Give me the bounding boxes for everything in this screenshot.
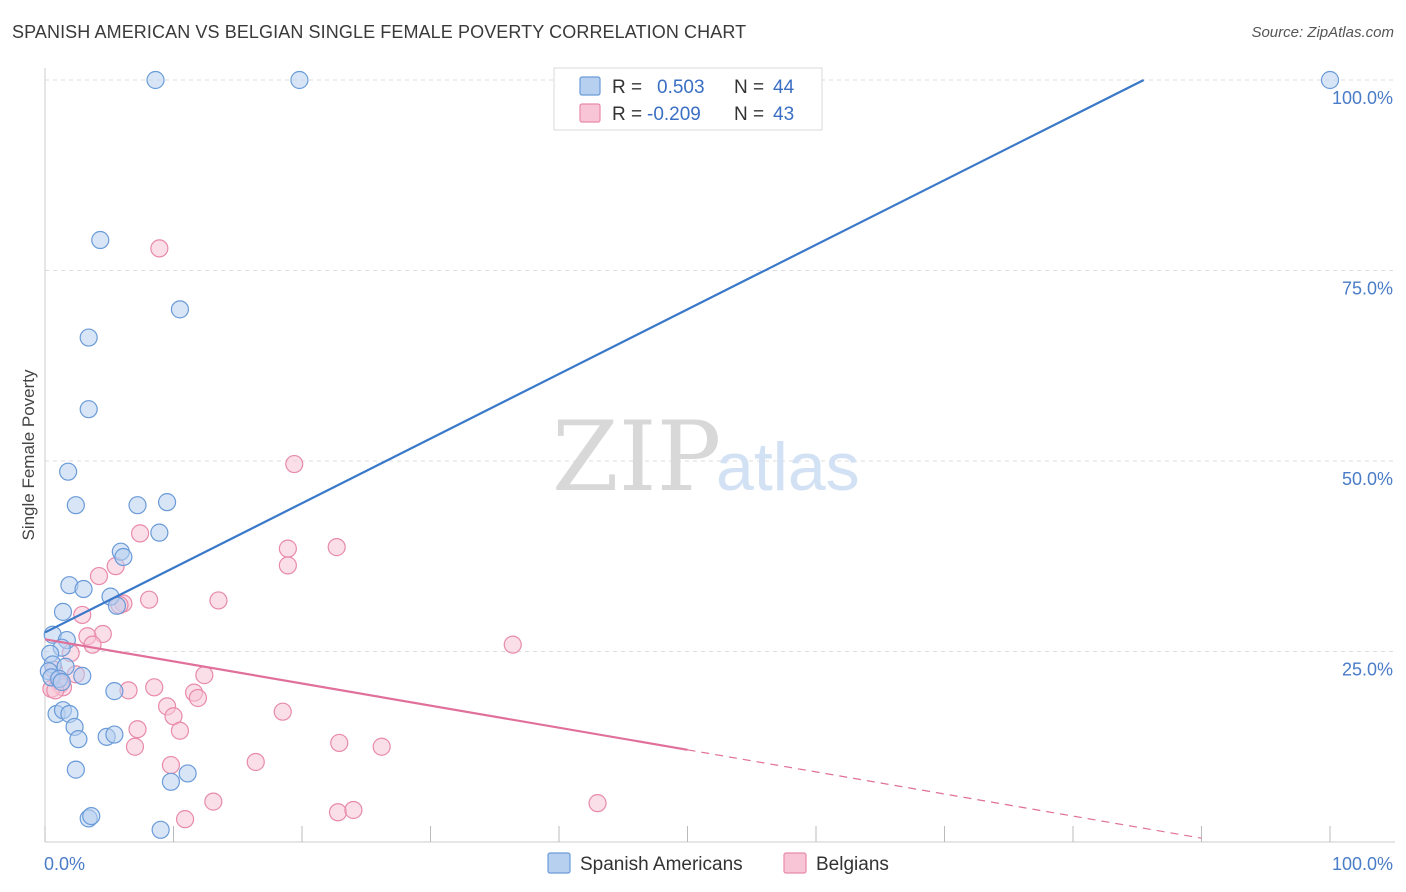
spanish-americans-point-8 (66, 496, 85, 515)
watermark-atlas: atlas (716, 429, 860, 505)
series-spanish-americans-points (39, 70, 1340, 839)
belgians-point-38 (246, 752, 265, 772)
y-tick-label-0: 25.0% (1342, 660, 1393, 680)
belgians-point-2 (130, 524, 150, 543)
trend-lines (44, 79, 1202, 839)
spanish-americans-point-2 (1320, 70, 1340, 90)
belgians-point-40 (204, 792, 223, 811)
belgians-point-3 (327, 538, 346, 557)
belgians-point-15 (83, 635, 102, 654)
trend-line-belgians-extrapolated (687, 749, 1202, 839)
belgians-point-0 (150, 239, 169, 258)
legend-n-value-1: 43 (773, 104, 794, 125)
chart-source: Source: ZipAtlas.com (1251, 24, 1394, 41)
spanish-americans-point-38 (66, 760, 85, 779)
belgians-point-35 (330, 733, 349, 753)
belgians-point-26 (145, 678, 164, 697)
spanish-americans-point-9 (128, 496, 147, 515)
spanish-americans-point-15 (74, 579, 93, 599)
spanish-americans-point-6 (79, 400, 98, 419)
watermark-zip: ZIP (552, 401, 721, 513)
legend-n-label-1: N = (734, 104, 764, 125)
spanish-americans-point-37 (105, 725, 124, 744)
belgians-point-1 (285, 454, 304, 474)
spanish-americans-point-3 (91, 230, 110, 250)
spanish-americans-point-5 (79, 328, 98, 347)
belgians-point-39 (161, 755, 181, 775)
spanish-americans-point-30 (105, 682, 124, 701)
x-tick-label-0: 0.0% (44, 854, 85, 874)
spanish-americans-point-11 (150, 523, 169, 542)
legend-r-label-1: R = (612, 104, 642, 125)
belgians-point-37 (125, 737, 145, 756)
y-tick-label-3: 100.0% (1332, 88, 1393, 108)
spanish-americans-point-0 (146, 70, 165, 90)
spanish-americans-point-29 (73, 666, 92, 685)
series-legend-swatch-spanish-americans (547, 852, 571, 874)
legend-swatch-pink (579, 103, 601, 123)
belgians-point-16 (503, 635, 522, 654)
belgians-point-33 (128, 720, 147, 739)
legend-swatch-blue (579, 76, 601, 96)
spanish-americans-point-10 (157, 493, 177, 512)
y-tick-label-1: 50.0% (1342, 469, 1393, 489)
x-tick-labels: 0.0% 100.0% (44, 854, 1393, 874)
belgians-point-41 (588, 794, 607, 813)
belgians-point-42 (328, 803, 348, 822)
legend-r-value-0: 0.503 (657, 77, 705, 98)
legend-r-value-1: -0.209 (647, 104, 701, 125)
belgians-point-29 (188, 688, 208, 708)
gridlines (45, 79, 1395, 652)
spanish-americans-point-18 (53, 602, 73, 621)
legend-r-label-0: R = (612, 77, 642, 98)
belgians-point-36 (372, 737, 391, 756)
belgians-point-8 (139, 590, 159, 609)
spanish-americans-point-43 (151, 820, 170, 839)
belgians-point-34 (170, 721, 190, 740)
belgians-point-9 (209, 591, 228, 610)
correlation-legend: R = 0.503 N = 44 R = -0.209 N = 43 (553, 67, 823, 131)
spanish-americans-point-35 (69, 730, 88, 749)
belgians-point-5 (278, 556, 297, 575)
spanish-americans-point-40 (161, 772, 181, 791)
trend-line-spanish-americans (44, 79, 1145, 634)
belgians-point-19 (195, 666, 214, 685)
belgians-point-7 (89, 566, 109, 586)
series-legend: Spanish Americans Belgians (547, 852, 889, 875)
y-tick-labels: 25.0% 50.0% 75.0% 100.0% (1332, 88, 1393, 680)
spanish-americans-point-1 (290, 70, 309, 90)
belgians-point-4 (278, 539, 297, 558)
series-legend-label-spanish-americans: Spanish Americans (580, 854, 743, 875)
spanish-americans-point-42 (82, 806, 101, 826)
belgians-point-31 (273, 702, 292, 721)
axes (44, 68, 1395, 843)
legend-n-label-0: N = (734, 77, 764, 98)
trend-line-belgians (44, 638, 688, 751)
chart-title: SPANISH AMERICAN VS BELGIAN SINGLE FEMAL… (12, 22, 747, 42)
spanish-americans-point-28 (52, 672, 71, 692)
y-tick-label-2: 75.0% (1342, 279, 1393, 299)
spanish-americans-point-13 (114, 547, 133, 567)
spanish-americans-point-39 (178, 764, 197, 783)
spanish-americans-point-4 (170, 300, 190, 319)
spanish-americans-point-7 (59, 462, 78, 481)
y-axis-label: Single Female Poverty (19, 369, 38, 541)
belgians-point-43 (344, 800, 363, 820)
x-tick-label-1: 100.0% (1332, 854, 1393, 874)
series-belgians-points (42, 239, 607, 829)
legend-n-value-0: 44 (773, 77, 795, 98)
series-legend-label-belgians: Belgians (816, 854, 889, 875)
series-legend-swatch-belgians (783, 852, 807, 874)
belgians-point-44 (175, 810, 195, 829)
